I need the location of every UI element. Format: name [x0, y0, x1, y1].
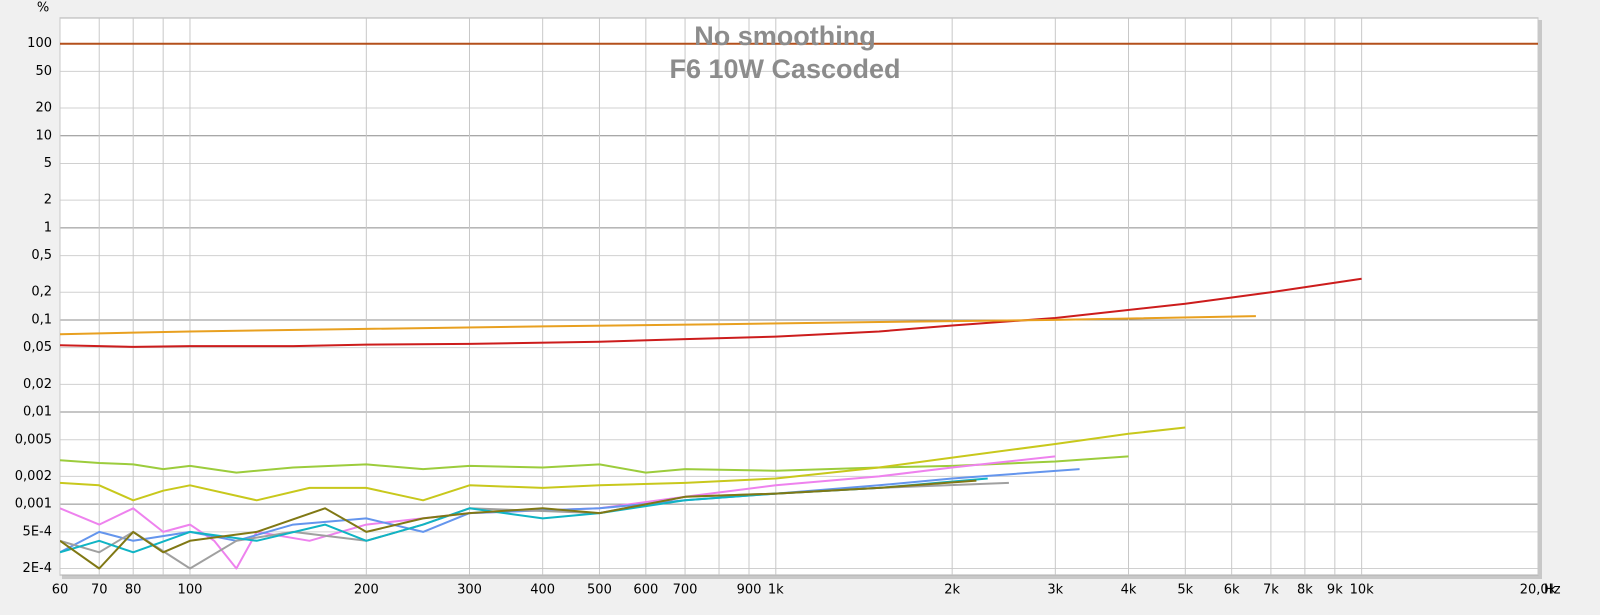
y-tick-label: 0,01	[23, 405, 52, 420]
y-tick-label: 0,1	[31, 312, 52, 327]
y-tick-label: 2	[44, 193, 52, 208]
y-tick-label: 100	[27, 36, 52, 51]
chart-subtitle: F6 10W Cascoded	[669, 54, 900, 84]
x-tick-label: 600	[633, 583, 658, 598]
x-tick-label: 1k	[768, 583, 784, 598]
x-tick-label: 700	[673, 583, 698, 598]
x-tick-label: 2k	[944, 583, 960, 598]
x-tick-label: 900	[737, 583, 762, 598]
y-tick-label: 0,2	[31, 285, 52, 300]
chart-title: No smoothing	[694, 21, 875, 51]
series-line	[60, 479, 977, 570]
y-tick-label: 0,005	[15, 432, 52, 447]
y-tick-label: 20	[35, 101, 52, 116]
y-tick-label: 1	[44, 220, 52, 235]
y-tick-label: 5	[44, 156, 52, 171]
series-line	[60, 426, 1186, 502]
x-tick-label: 400	[530, 583, 555, 598]
x-tick-label: 200	[354, 583, 379, 598]
x-tick-label: 7k	[1263, 583, 1279, 598]
y-tick-label: 0,002	[15, 469, 52, 484]
y-tick-label: 0,02	[23, 377, 52, 392]
x-tick-label: 20,0k	[1520, 583, 1557, 598]
y-tick-label: 5E-4	[23, 524, 52, 539]
x-tick-label: 3k	[1047, 583, 1063, 598]
x-tick-label: 500	[587, 583, 612, 598]
y-tick-label: 10	[35, 128, 52, 143]
x-tick-label: 6k	[1224, 583, 1240, 598]
x-tick-label: 300	[457, 583, 482, 598]
y-tick-label: 2E-4	[23, 561, 52, 576]
x-axis-label: Hz	[1544, 583, 1561, 598]
y-axis-label: %	[37, 1, 49, 16]
series-line	[60, 468, 1080, 554]
y-tick-label: 0,5	[31, 248, 52, 263]
x-tick-label: 60	[52, 583, 69, 598]
x-tick-label: 70	[91, 583, 108, 598]
y-tick-label: 0,05	[23, 340, 52, 355]
plot-area	[59, 17, 1539, 576]
x-tick-label: 10k	[1350, 583, 1375, 598]
x-tick-label: 8k	[1297, 583, 1313, 598]
x-tick-label: 4k	[1121, 583, 1137, 598]
series-line	[60, 277, 1362, 348]
y-tick-label: 0,001	[15, 497, 52, 512]
series-line	[60, 455, 1056, 570]
x-tick-label: 5k	[1177, 583, 1193, 598]
series-line	[60, 315, 1256, 336]
x-tick-label: 9k	[1327, 583, 1343, 598]
x-tick-label: 100	[178, 583, 203, 598]
y-tick-label: 50	[35, 64, 52, 79]
x-tick-label: 80	[125, 583, 142, 598]
